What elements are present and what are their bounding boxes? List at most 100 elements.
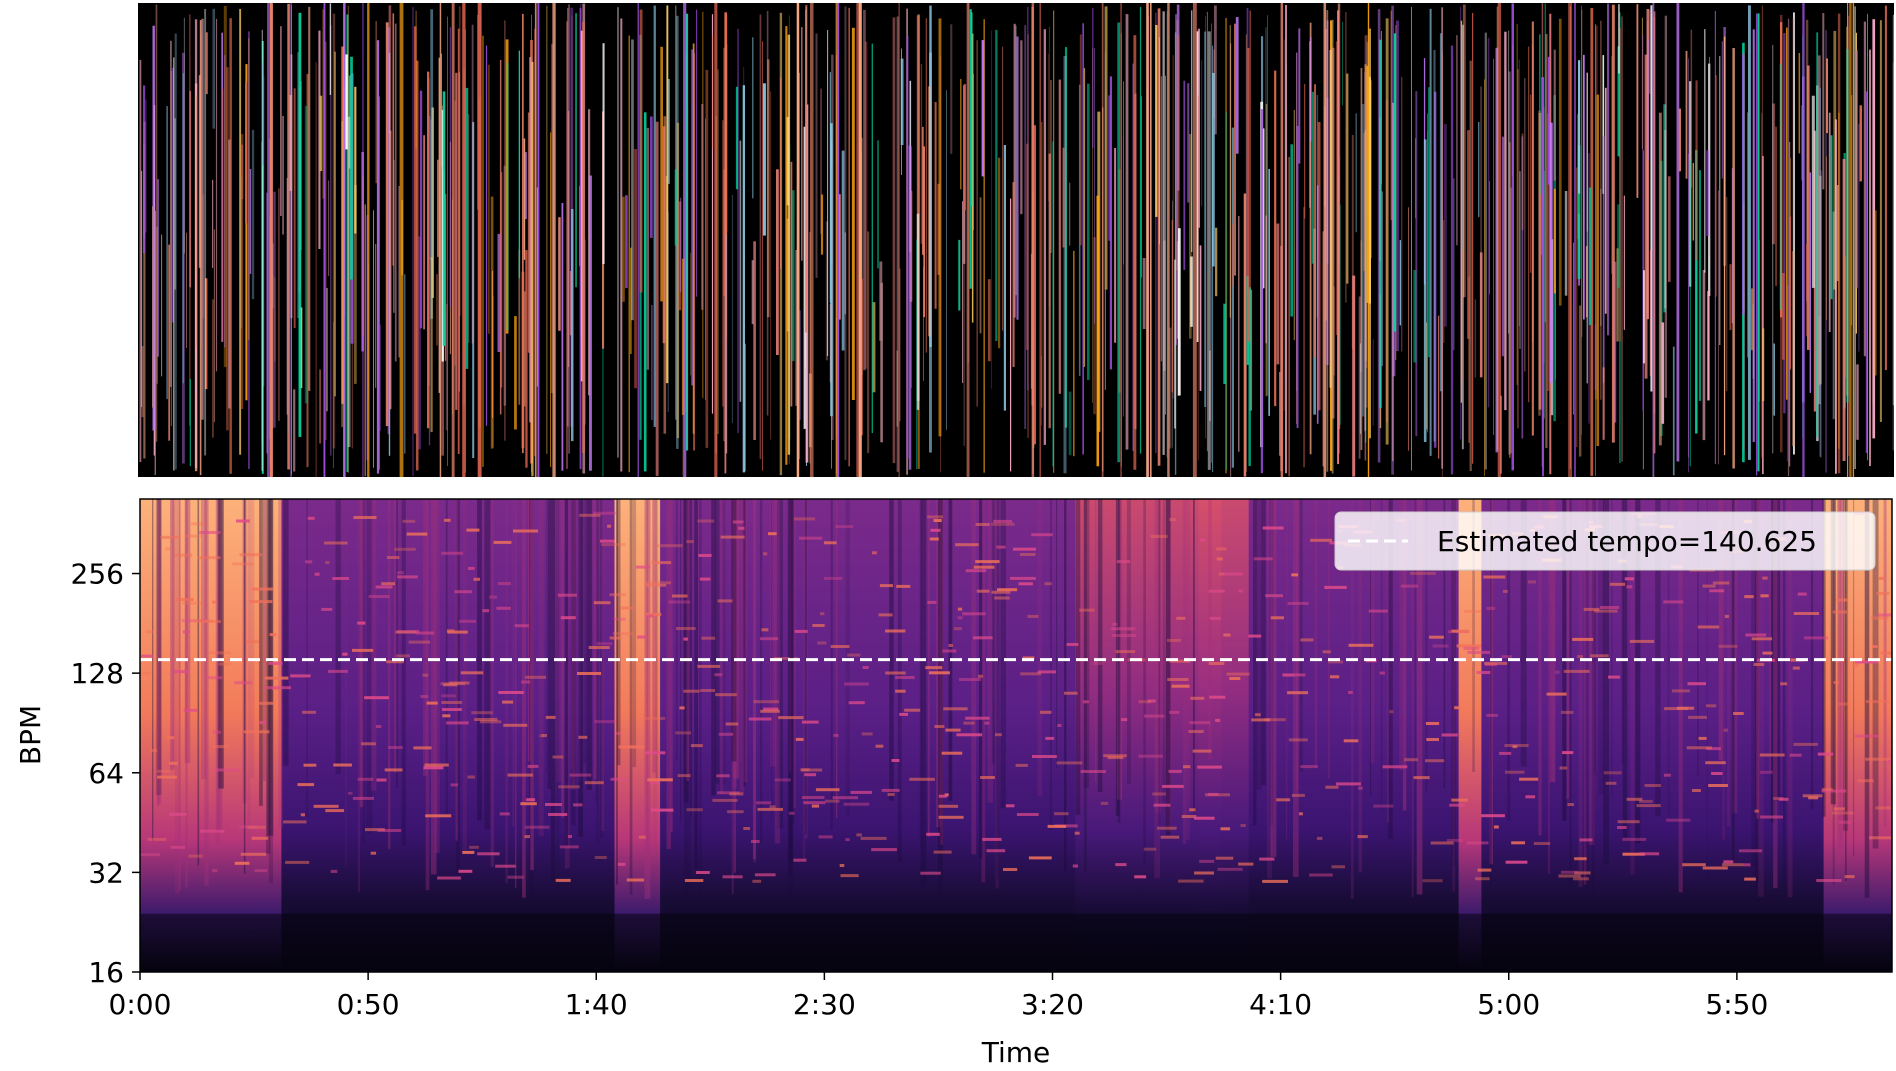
top-streak [579,8,582,470]
top-streak [1450,45,1454,475]
tempogram-band [676,627,696,630]
tempogram-stripe [1095,499,1097,782]
tempogram-band [1663,600,1684,604]
tempogram-band [645,612,662,616]
tempogram-band [671,594,688,598]
tempogram-band [933,850,952,854]
top-streak [810,3,814,477]
tempogram-band [1103,754,1127,758]
tempogram-band [729,792,744,796]
top-streak [1413,270,1417,363]
tempogram-band [1153,803,1171,807]
tempogram-band [1331,865,1345,869]
tempogram-band [618,745,645,749]
top-streak [1428,87,1430,358]
tempogram-stripe [445,499,448,814]
top-streak [350,56,353,280]
tempogram-stripe [1208,499,1212,760]
top-streak [1298,28,1301,164]
top-streak [1363,132,1365,271]
tempogram-band [1072,864,1078,868]
tempogram-stripe [652,499,657,773]
top-streak [1497,3,1501,477]
tempogram-band [1793,742,1818,746]
tempogram-stripe [455,499,458,841]
top-streak [705,118,706,400]
top-streak [245,81,248,224]
top-streak [1232,224,1234,287]
tempogram-band [1567,803,1574,806]
top-streak [552,3,556,477]
top-streak [189,379,191,467]
top-streak [266,192,268,454]
tempogram-band [1754,809,1759,813]
tempogram-stripe [1718,499,1723,761]
tempogram-stripe [152,499,154,841]
tempogram-band [984,721,990,725]
tempogram-band [596,642,613,646]
top-streak [1578,60,1581,194]
tempogram-band [1264,718,1286,722]
tempogram-band [712,798,738,802]
top-streak [1602,55,1605,194]
tempogram-band [408,640,431,644]
tempogram-band [402,519,416,523]
top-streak [518,50,520,279]
top-streak [1780,22,1783,318]
tempogram-band [249,600,273,604]
tempogram-stripe [1270,499,1277,857]
top-streak [1132,63,1134,451]
tempogram-band [1309,873,1333,877]
top-streak [1197,28,1200,228]
tempogram-band [1475,877,1490,881]
tempogram-band [957,616,963,620]
top-streak [161,234,163,377]
tempogram-stripe [1261,499,1266,785]
top-streak [880,282,883,443]
tempogram-band [1265,594,1283,598]
tempogram-band [1501,655,1512,659]
tempogram-band [763,552,768,556]
tempogram-stripe [1611,499,1613,799]
top-streak [1517,69,1519,429]
tempogram-band [1152,792,1166,796]
tempogram-band [818,835,833,839]
top-streak [1358,296,1361,459]
top-streak [1083,68,1086,367]
tempogram-stripe [742,499,746,787]
tempogram-stripe [1064,499,1067,871]
top-streak [1715,75,1717,297]
tempogram-band [945,728,961,732]
tempogram-band [1116,560,1131,564]
tempogram-band [1733,712,1744,715]
top-streak [455,72,458,410]
top-streak [1191,10,1193,252]
top-streak [827,30,829,356]
top-streak [1732,48,1735,469]
tempogram-stripe [538,499,544,836]
tempogram-band [1574,871,1591,875]
top-streak [571,209,574,442]
top-streak [1367,3,1370,477]
tempogram-band [1872,645,1878,648]
top-streak [1133,35,1137,470]
tempogram-band [774,778,791,782]
top-streak [1851,95,1853,326]
top-streak [925,18,927,353]
tempogram-band [579,513,601,517]
tempogram-band [941,751,963,755]
tempogram-band [650,808,674,812]
tempogram-stripe [699,499,702,900]
top-streak [524,291,526,407]
top-streak [923,266,924,381]
top-streak [1783,33,1786,414]
tempogram-band [1291,573,1299,577]
top-streak [333,322,334,469]
tempogram-band [732,520,744,524]
legend-box [1334,511,1876,571]
tempogram-stripe [1414,499,1417,856]
tempogram-band [1010,576,1036,580]
top-streak [451,3,455,477]
top-streak [1484,79,1485,477]
tempogram-stripe [1787,499,1793,898]
